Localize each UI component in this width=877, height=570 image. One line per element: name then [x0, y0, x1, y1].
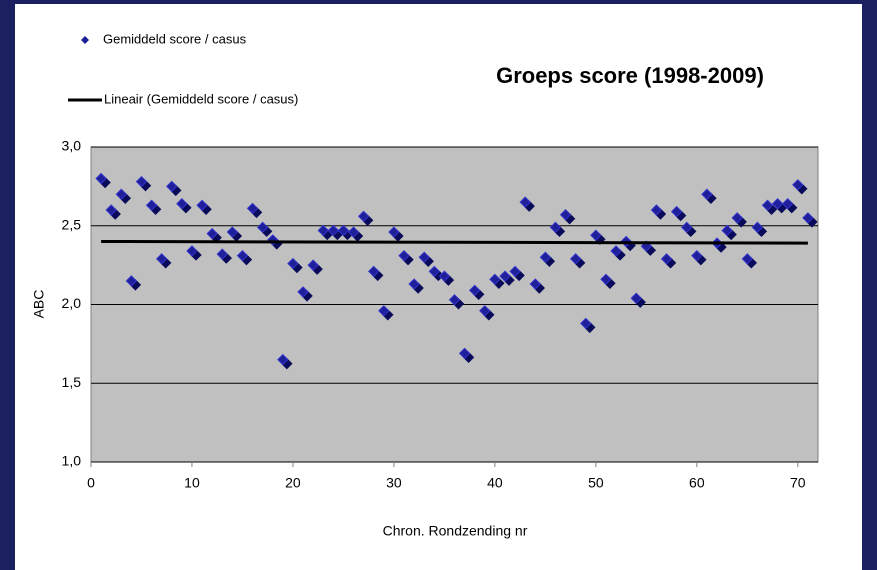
data-point: [559, 209, 572, 221]
data-point: [357, 210, 370, 223]
data-point: [277, 353, 289, 366]
data-point: [448, 294, 461, 306]
x-tick-label: 30: [386, 475, 402, 491]
data-point: [681, 221, 693, 234]
data-point: [539, 251, 552, 263]
data-point: [529, 278, 541, 290]
x-tick-label: 70: [790, 475, 806, 491]
data-point: [802, 212, 814, 224]
data-point: [388, 226, 400, 238]
y-tick-label: 3,0: [62, 138, 82, 154]
x-tick-label: 60: [689, 475, 705, 491]
x-tick-label: 10: [184, 475, 200, 491]
data-point: [337, 224, 350, 237]
legend-label: Lineair (Gemiddeld score / casus): [104, 91, 298, 106]
data-point: [660, 253, 673, 265]
data-point: [206, 227, 218, 240]
data-point: [600, 273, 612, 286]
y-tick-label: 2,0: [62, 295, 82, 311]
data-point: [731, 212, 743, 224]
data-point: [569, 253, 582, 265]
data-point: [297, 286, 309, 298]
data-point: [741, 253, 754, 265]
data-point: [751, 221, 764, 234]
data-point: [610, 245, 622, 257]
data-point: [630, 292, 642, 304]
data-point: [236, 249, 249, 262]
data-point: [489, 273, 501, 286]
data-point: [670, 205, 683, 218]
y-axis-label: ABC: [31, 290, 47, 319]
y-tick-label: 2,5: [62, 216, 82, 232]
data-point: [246, 202, 259, 215]
data-point: [287, 257, 299, 270]
y-tick-label: 1,0: [62, 453, 82, 469]
data-point: [771, 197, 784, 210]
data-point: [186, 245, 198, 257]
data-point: [226, 226, 239, 238]
data-point: [347, 226, 360, 238]
data-point: [468, 284, 481, 297]
data-point: [519, 196, 531, 208]
data-point: [691, 249, 703, 262]
data-point: [650, 204, 663, 216]
data-point: [166, 180, 178, 193]
data-point: [317, 224, 329, 237]
data-point: [549, 221, 562, 234]
data-point: [590, 229, 602, 241]
data-point: [145, 199, 158, 211]
data-point: [792, 179, 804, 191]
data-point: [408, 278, 420, 290]
data-point: [721, 224, 733, 237]
data-point: [509, 265, 521, 278]
data-point: [216, 248, 228, 260]
x-axis-label: Chron. Rondzending nr: [383, 523, 528, 539]
x-tick-label: 50: [588, 475, 604, 491]
trend-line: [101, 240, 808, 245]
data-point: [327, 224, 340, 237]
data-point: [428, 265, 441, 278]
y-tick-label: 1,5: [62, 374, 82, 390]
legend-swatch: [81, 36, 89, 44]
data-point: [499, 270, 511, 282]
data-point: [418, 251, 430, 263]
data-point: [580, 317, 592, 330]
data-point: [368, 265, 380, 278]
data-point: [135, 175, 148, 188]
data-point: [438, 270, 451, 282]
data-point: [378, 305, 390, 317]
data-point: [701, 188, 713, 200]
x-tick-label: 0: [87, 475, 95, 491]
data-point: [307, 259, 319, 271]
legend-label: Gemiddeld score / casus: [103, 31, 247, 46]
data-point: [115, 188, 127, 200]
data-point: [398, 249, 410, 262]
data-point: [458, 347, 471, 360]
data-point: [95, 172, 107, 185]
x-tick-label: 40: [487, 475, 503, 491]
data-point: [761, 199, 774, 211]
chart-title: Groeps score (1998-2009): [496, 63, 764, 88]
data-point: [256, 221, 269, 234]
data-point: [125, 275, 138, 287]
data-point: [105, 204, 117, 216]
data-point: [196, 199, 208, 211]
x-tick-label: 20: [285, 475, 301, 491]
data-point: [479, 305, 491, 317]
data-point: [176, 197, 188, 210]
data-point: [782, 197, 794, 210]
data-point: [155, 253, 168, 265]
